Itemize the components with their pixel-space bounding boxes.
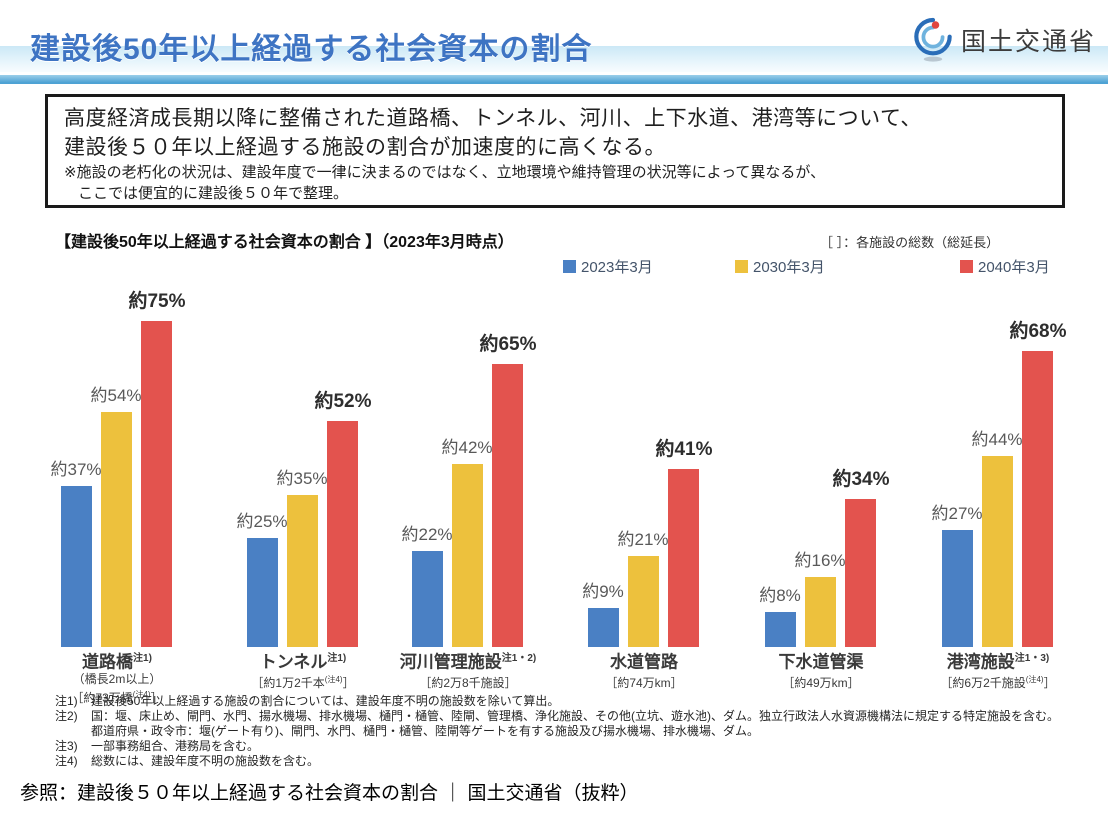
bar-group-port-facilities: 約27% 約44% 約68% <box>931 300 1067 647</box>
legend-label-2030: 2030年3月 <box>753 259 825 276</box>
footnote-2: 注2) 国：堰、床止め、閘門、水門、揚水機場、排水機場、樋門・樋管、陸閘、管理橋、… <box>55 709 1059 723</box>
bar-value-label: 約16% <box>794 551 846 570</box>
footnote-2b: 都道府県・政令市：堰(ゲート有り)、閘門、水門、樋門・樋管、陸閘等ゲートを有する… <box>91 724 759 738</box>
category-total: ［約1万2千本(注4)］ <box>251 674 355 690</box>
plot-area: 約37% 約54% 約75% 約25% 約35% 約52% 約22% 約42% … <box>40 291 1068 647</box>
legend-label-2040: 2040年3月 <box>978 259 1050 276</box>
chart-bar <box>327 421 358 647</box>
bar-group-river-facilities: 約22% 約42% 約65% <box>401 300 537 647</box>
category-name: トンネル <box>259 652 328 672</box>
footnote-4: 注4) 総数には、建設年度不明の施設数を含む。 <box>55 754 320 768</box>
chart-bar <box>141 321 172 647</box>
bar-value-label: 約41% <box>655 439 713 460</box>
legend-item-2040: 2040年3月 <box>960 256 1050 277</box>
page-title: 建設後50年以上経過する社会資本の割合 <box>30 33 593 66</box>
category-sub: （橋長2m以上） <box>72 671 162 686</box>
category-note: 注1・3) <box>1014 653 1050 664</box>
legend-label-2023: 2023年3月 <box>581 259 653 276</box>
chart-bar <box>61 486 92 647</box>
category-name: 河川管理施設 <box>399 652 502 672</box>
category-name: 水道管路 <box>610 652 678 672</box>
bar-value-label: 約22% <box>401 525 453 544</box>
chart-bar <box>805 577 836 647</box>
bar-value-label: 約42% <box>441 438 493 457</box>
legend-swatch-2040 <box>960 260 973 273</box>
mlit-logo: 国土交通省 <box>913 16 1096 64</box>
category-note: 注1) <box>133 653 152 664</box>
chart-bar <box>942 530 973 647</box>
bar-value-label: 約27% <box>931 504 983 523</box>
mlit-logo-icon <box>914 17 952 62</box>
chart-bar <box>628 556 659 647</box>
chart-bar <box>588 608 619 647</box>
legend-item-2030: 2030年3月 <box>735 256 825 277</box>
footnote-1: 注1) 建設後50年以上経過する施設の割合については、建設年度不明の施設数を除いて… <box>55 694 560 708</box>
summary-note-1: ※施設の老朽化の状況は、建設年度で一律に決まるのではなく、立地環境や維持管理の状… <box>64 164 826 181</box>
chart-bracket-note: ［ ］：各施設の総数（総延長） <box>820 235 1000 250</box>
category-label-river-facilities: 河川管理施設注1・2) ［約2万8千施設］ <box>373 649 563 691</box>
category-name: 道路橋 <box>82 652 134 672</box>
source-caption: 参照：建設後５０年以上経過する社会資本の割合 ｜ 国土交通省（抜粋） <box>20 783 639 804</box>
summary-note-2: ここでは便宜的に建設後５０年で整理。 <box>78 185 349 202</box>
category-name: 港湾施設 <box>946 652 1015 672</box>
summary-line-1: 高度経済成長期以降に整備された道路橋、トンネル、河川、上下水道、港湾等について、 <box>64 107 922 130</box>
chart-bar <box>247 538 278 647</box>
bar-chart: 約37% 約54% 約75% 約25% 約35% 約52% 約22% 約42% … <box>40 291 1068 720</box>
category-label-sewer-pipes: 下水道管渠 ［約49万km］ <box>726 649 916 691</box>
bar-group-sewer-pipes: 約8% 約16% 約34% <box>759 300 890 647</box>
category-note: 注1・2) <box>501 653 537 664</box>
bar-value-label: 約37% <box>50 460 102 479</box>
category-label-road-bridges: 道路橋注1) （橋長2m以上） ［約73万橋(注4)］ <box>22 649 212 706</box>
legend-swatch-2030 <box>735 260 748 273</box>
category-total: ［約74万km］ <box>605 675 683 690</box>
bar-value-label: 約68% <box>1009 321 1067 342</box>
bar-value-label: 約21% <box>617 530 669 549</box>
chart-bar <box>412 551 443 647</box>
bar-group-water-pipes: 約9% 約21% 約41% <box>582 300 713 647</box>
chart-bar <box>492 364 523 647</box>
category-name: 下水道管渠 <box>778 652 864 672</box>
chart-bar <box>765 612 796 647</box>
footnotes: 注1) 建設後50年以上経過する施設の割合については、建設年度不明の施設数を除いて… <box>55 694 1059 769</box>
bar-value-label: 約44% <box>971 430 1023 449</box>
category-total: ［約49万km］ <box>782 675 860 690</box>
summary-box: 高度経済成長期以降に整備された道路橋、トンネル、河川、上下水道、港湾等について、… <box>45 94 1065 208</box>
bar-group-tunnels: 約25% 約35% 約52% <box>236 300 372 647</box>
category-label-tunnels: トンネル注1) ［約1万2千本(注4)］ <box>208 649 398 691</box>
category-total: ［約6万2千施設(注4)］ <box>940 674 1056 690</box>
bar-value-label: 約54% <box>90 386 142 405</box>
category-note: 注1) <box>327 653 347 664</box>
header-strip <box>0 75 1108 84</box>
chart-title: 【建設後50年以上経過する社会資本の割合 】（2023年3月時点） <box>55 234 514 251</box>
chart-bar <box>982 456 1013 647</box>
chart-bar <box>452 464 483 647</box>
category-label-port-facilities: 港湾施設注1・3) ［約6万2千施設(注4)］ <box>903 649 1093 691</box>
legend-swatch-2023 <box>563 260 576 273</box>
ministry-name: 国土交通省 <box>960 28 1096 56</box>
chart-bar <box>845 499 876 647</box>
chart-bar <box>287 495 318 647</box>
summary-line-2: 建設後５０年以上経過する施設の割合が加速度的に高くなる。 <box>64 136 666 159</box>
bar-value-label: 約34% <box>832 469 890 490</box>
bar-value-label: 約35% <box>276 469 328 488</box>
legend-item-2023: 2023年3月 <box>563 256 653 277</box>
chart-bar <box>101 412 132 647</box>
category-label-water-pipes: 水道管路 ［約74万km］ <box>549 649 739 691</box>
bar-group-road-bridges: 約37% 約54% 約75% <box>50 291 186 647</box>
bar-value-label: 約52% <box>314 391 372 412</box>
footnote-3: 注3) 一部事務組合、港務局を含む。 <box>55 739 260 753</box>
chart-bar <box>1022 351 1053 647</box>
bar-value-label: 約75% <box>128 291 186 312</box>
bar-value-label: 約25% <box>236 512 288 531</box>
category-total: ［約73万橋(注4)］ <box>71 689 163 705</box>
bar-value-label: 約9% <box>582 582 624 601</box>
category-total: ［約2万8千施設］ <box>419 675 517 690</box>
bar-value-label: 約8% <box>759 586 801 605</box>
chart-bar <box>668 469 699 647</box>
bar-value-label: 約65% <box>479 334 537 355</box>
